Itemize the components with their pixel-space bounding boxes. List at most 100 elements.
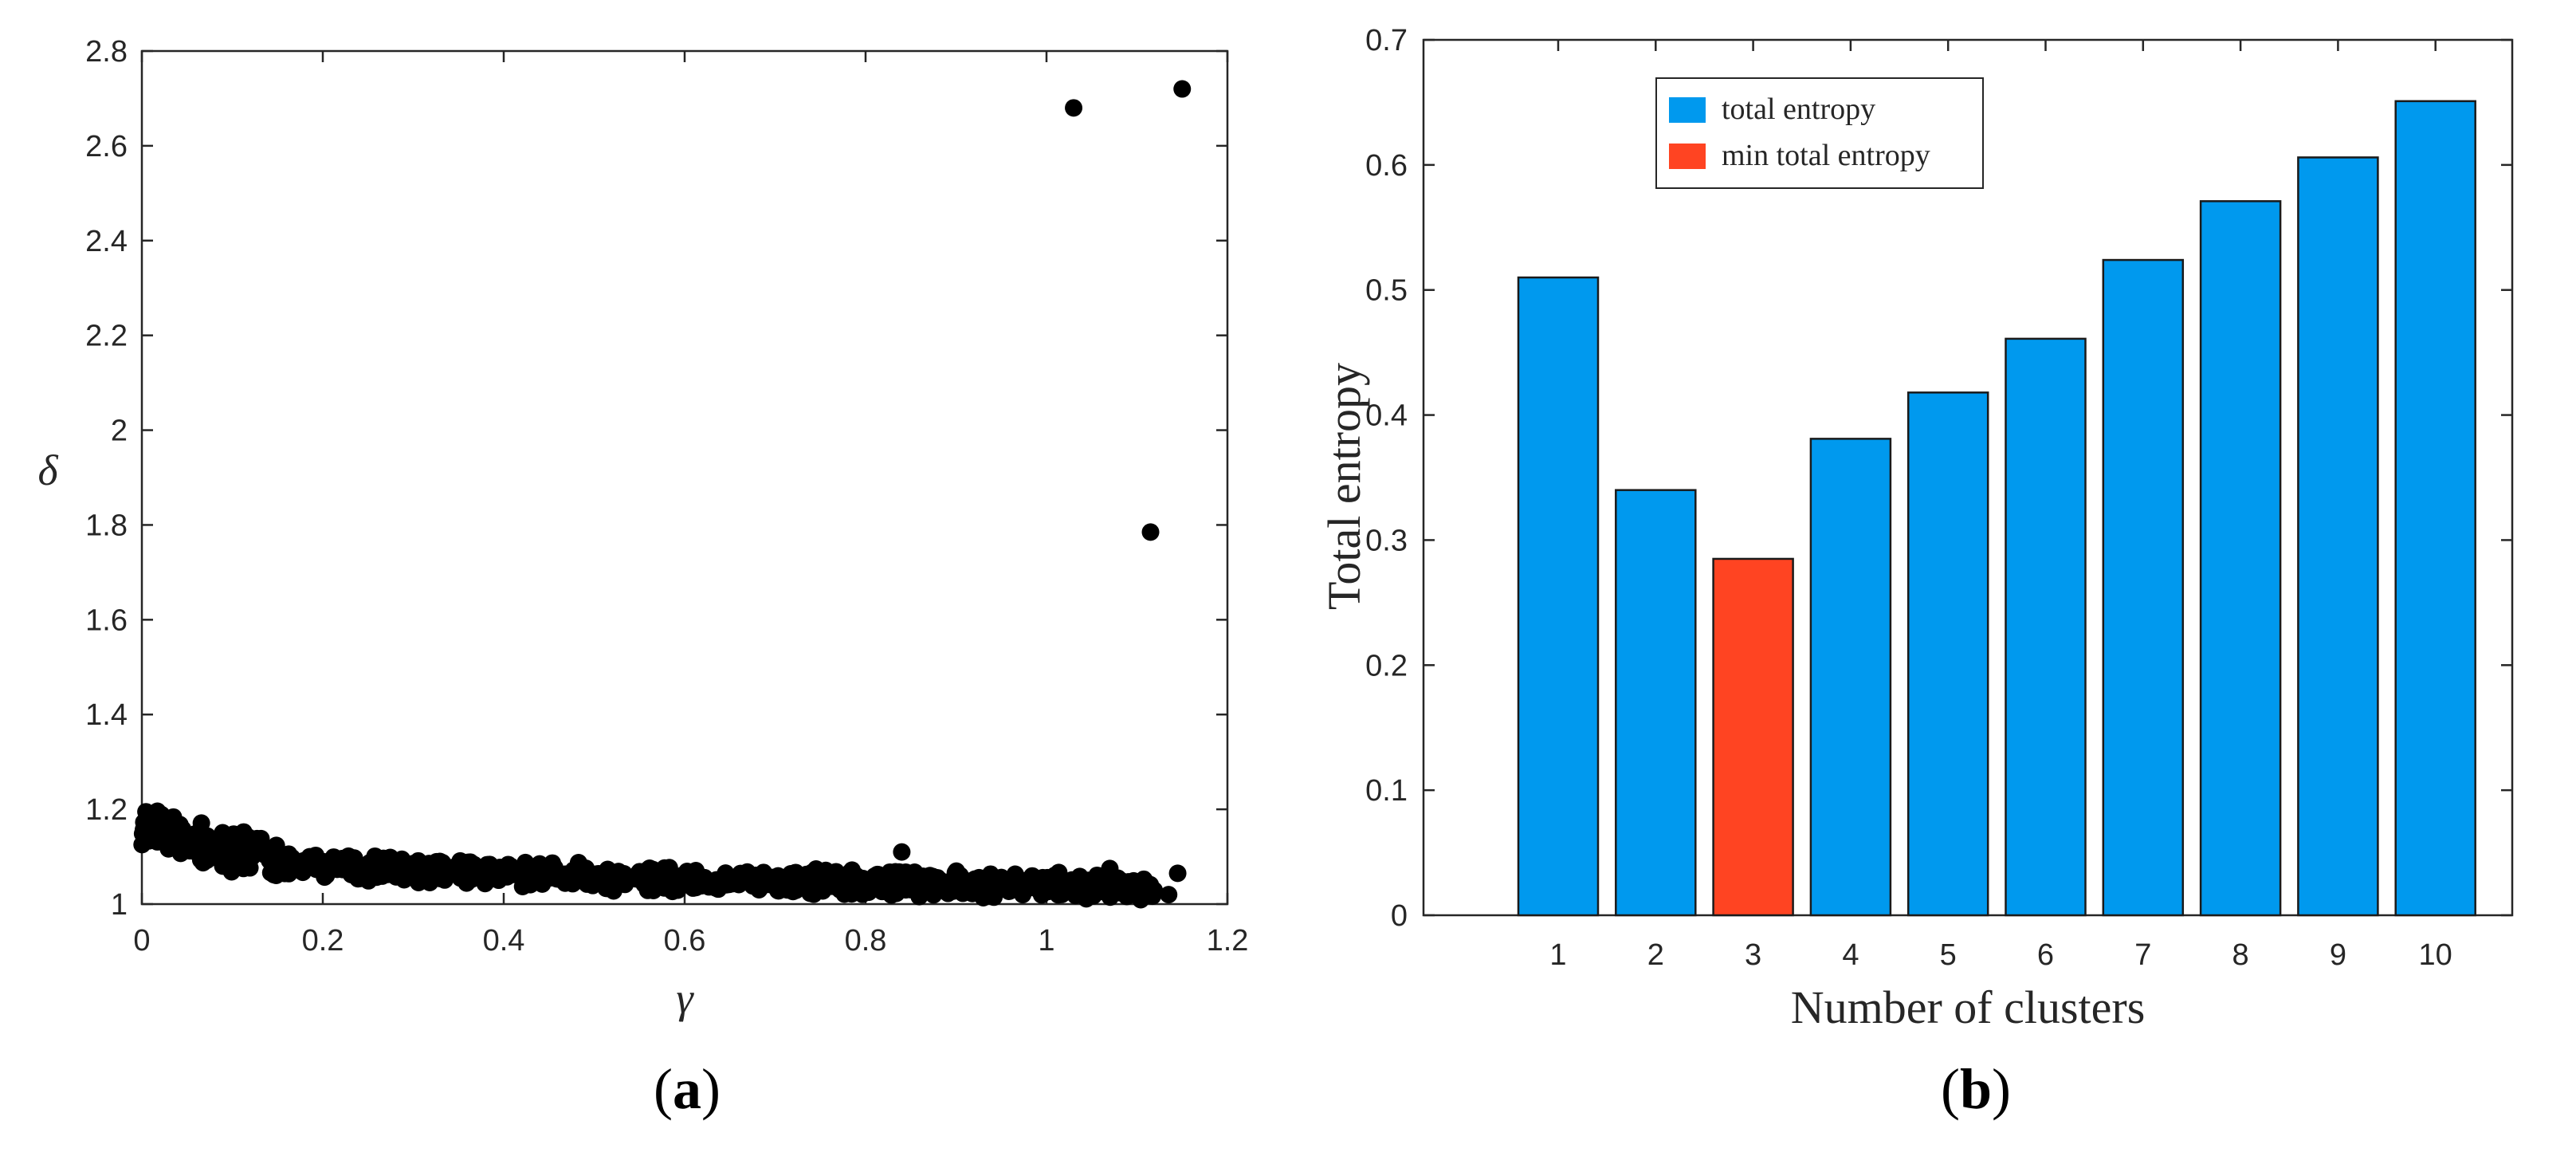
scatter-point [241, 859, 259, 877]
scatter-point [1053, 885, 1071, 903]
bar-y-tick-label: 0.1 [1365, 774, 1408, 808]
scatter-y-tick-label: 1.8 [85, 509, 128, 542]
scatter-point [137, 803, 155, 821]
scatter-point [454, 860, 473, 879]
bar-x-tick-label: 1 [1549, 938, 1566, 972]
bar-x-tick-label: 9 [2330, 938, 2346, 972]
bar-x-tick-label: 4 [1842, 938, 1859, 972]
legend-swatch-total-entropy [1669, 97, 1706, 123]
scatter-point [207, 842, 226, 860]
scatter-outlier-point [1160, 886, 1178, 904]
scatter-point [747, 866, 765, 884]
scatter-point [281, 851, 300, 869]
scatter-point [1038, 871, 1056, 890]
scatter-point [262, 847, 281, 865]
scatter-point [1023, 876, 1041, 895]
scatter-y-tick-label: 1.6 [85, 604, 128, 637]
bar-x-tick-label: 5 [1940, 938, 1957, 972]
scatter-point [865, 875, 883, 894]
scatter-x-tick-label: 0 [133, 924, 150, 958]
scatter-point [181, 830, 199, 848]
scatter-point [842, 861, 861, 879]
scatter-point [433, 862, 451, 880]
scatter-point [850, 875, 869, 894]
scatter-point [211, 828, 230, 847]
bar-cluster-7 [2102, 258, 2185, 917]
bar-cluster-8 [2199, 200, 2282, 917]
scatter-y-tick-label: 2.8 [85, 35, 128, 69]
bar-series [1517, 100, 2476, 917]
scatter-point [362, 859, 380, 877]
scatter-y-tick-label: 2.2 [85, 320, 128, 353]
scatter-axis-ticks: 0 0.2 0.4 0.6 0.8 1 1.2 1 1.2 1.4 1.6 1.8 2 2.2 2.4 2.6… [85, 35, 1248, 958]
scatter-point [532, 869, 551, 887]
scatter-x-tick-label: 1.2 [1207, 924, 1249, 958]
scatter-y-tick-label: 1 [111, 888, 128, 922]
bar-y-tick-label: 0.3 [1365, 524, 1408, 557]
bar-legend: total entropy min total entropy [1655, 77, 1984, 189]
scatter-point [169, 820, 187, 838]
bar-x-tick-label: 2 [1647, 938, 1664, 972]
bar-x-tick-label: 6 [2037, 938, 2054, 972]
scatter-outlier-point [1065, 99, 1083, 117]
scatter-point [781, 867, 799, 885]
scatter-outlier-point [1101, 859, 1119, 878]
bar-cluster-10 [2394, 100, 2476, 917]
scatter-point [801, 870, 819, 888]
scatter-point [228, 847, 246, 865]
bar-x-tick-label: 10 [2419, 938, 2452, 972]
scatter-y-tick-label: 1.2 [85, 793, 128, 827]
bar-y-axis-label: Total entropy [1318, 363, 1370, 610]
scatter-point [1079, 880, 1098, 899]
bar-y-tick-label: 0.4 [1365, 399, 1408, 433]
bar-y-tick-label: 0 [1391, 899, 1408, 933]
bar-x-tick-label: 3 [1745, 938, 1761, 972]
scatter-point [942, 875, 960, 894]
scatter-plot-area [140, 49, 1229, 906]
scatter-point [513, 860, 532, 879]
panel-label-b-letter: b [1959, 1057, 1993, 1121]
scatter-point [413, 869, 431, 887]
bar-x-tick-label: 7 [2134, 938, 2151, 972]
scatter-point [1121, 883, 1139, 901]
scatter-x-tick-label: 1 [1038, 924, 1054, 958]
scatter-point [239, 828, 257, 847]
scatter-point [630, 863, 649, 881]
scatter-point [688, 869, 706, 887]
scatter-point [567, 871, 586, 890]
scatter-point [706, 879, 724, 897]
scatter-y-tick-label: 2.6 [85, 130, 128, 163]
bar-y-tick-label: 0.2 [1365, 649, 1408, 682]
scatter-point [311, 855, 329, 874]
scatter-point [596, 865, 615, 883]
scatter-y-tick-label: 1.4 [85, 698, 128, 732]
scatter-point [481, 855, 499, 874]
legend-swatch-min-total-entropy [1669, 144, 1706, 169]
scatter-point [823, 877, 841, 895]
scatter-point [137, 829, 155, 847]
scatter-outlier-point [1141, 523, 1160, 541]
panel-label-a: (a) [654, 1057, 721, 1121]
scatter-point [498, 867, 516, 886]
scatter-outlier-point [1173, 80, 1192, 98]
bar-y-tick-label: 0.7 [1365, 24, 1408, 57]
scatter-point [721, 875, 739, 894]
legend-label-min-total-entropy: min total entropy [1722, 139, 1930, 172]
scatter-point [995, 875, 1013, 893]
scatter-point [1096, 875, 1114, 893]
scatter-point [296, 853, 315, 871]
bar-cluster-2 [1615, 489, 1697, 917]
bar-cluster-9 [2297, 156, 2379, 917]
scatter-y-axis-label: δ [37, 446, 58, 494]
scatter-point [276, 864, 294, 883]
scatter-point [897, 863, 915, 881]
bar-cluster-5 [1906, 391, 1989, 917]
scatter-x-tick-label: 0.8 [845, 924, 887, 958]
bar-panel: 0 0.1 0.2 0.3 0.4 0.5 0.6 0.7 1 2 3 4 5 6 7 8 9 10 Number… [1318, 24, 2514, 1033]
legend-label-total-entropy: total entropy [1722, 92, 1875, 126]
bar-x-tick-label: 8 [2232, 938, 2249, 972]
scatter-point [965, 871, 984, 890]
bar-y-tick-label: 0.5 [1365, 274, 1408, 308]
bar-cluster-1 [1517, 276, 1600, 917]
